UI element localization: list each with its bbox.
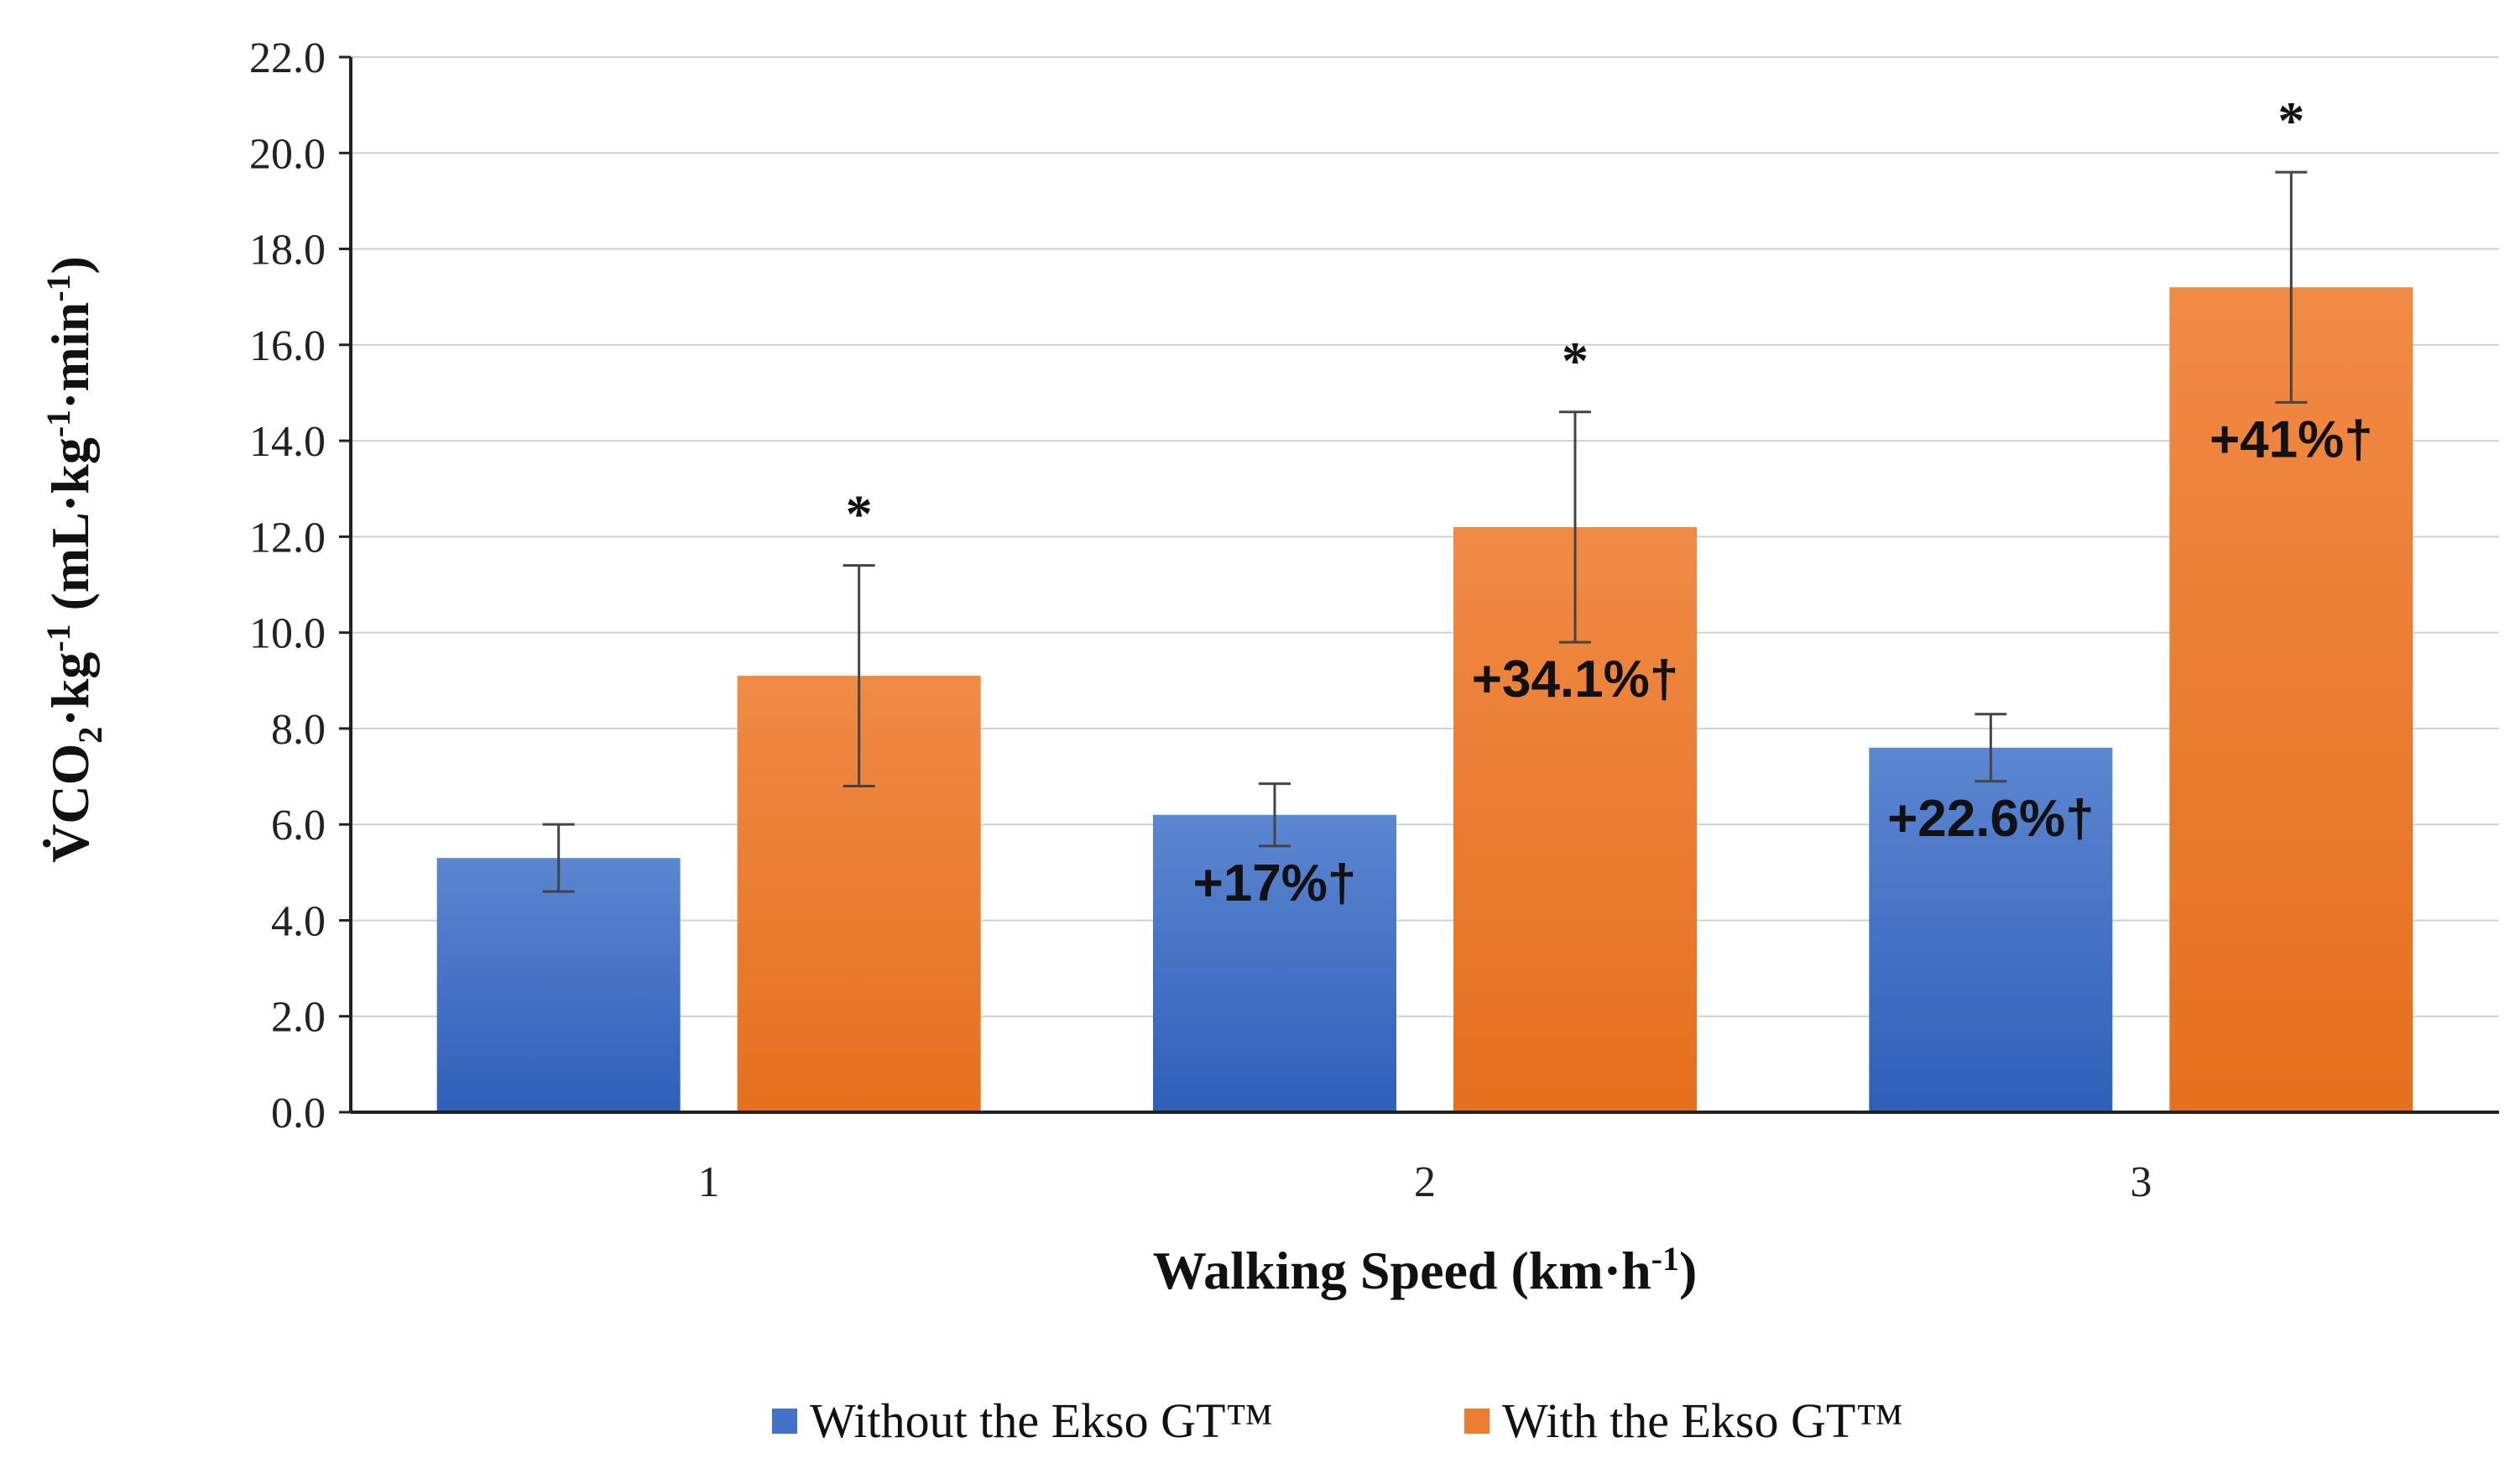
percent-label: +41%† bbox=[2210, 410, 2373, 468]
x-tick-label: 3 bbox=[2130, 1158, 2152, 1206]
percent-label: +22.6%† bbox=[1887, 790, 2095, 848]
bar bbox=[1869, 747, 2113, 1112]
y-tick-label: 4.0 bbox=[271, 897, 326, 945]
y-tick-label: 8.0 bbox=[271, 706, 326, 754]
significance-star: * bbox=[1562, 331, 1589, 390]
y-tick-label: 18.0 bbox=[249, 227, 326, 274]
y-tick-label: 14.0 bbox=[249, 418, 326, 466]
x-tick-label: 1 bbox=[698, 1158, 720, 1206]
y-tick-label: 20.0 bbox=[249, 130, 326, 178]
x-axis-title: Walking Speed (km·h-1) bbox=[1153, 1240, 1698, 1300]
x-tick-label: 2 bbox=[1414, 1158, 1436, 1206]
gridlines bbox=[351, 56, 2499, 1017]
data-labels: * +17%† * +34.1%† +22.6%† * +41%† bbox=[542, 91, 2373, 912]
y-tick-label: 2.0 bbox=[271, 994, 326, 1042]
legend-swatch-without bbox=[772, 1409, 797, 1434]
bar bbox=[1153, 814, 1396, 1112]
significance-star: * bbox=[846, 484, 873, 544]
y-tick-label: 12.0 bbox=[249, 514, 326, 562]
y-tick-label: 10.0 bbox=[249, 610, 326, 658]
y-tick-label: 22.0 bbox=[249, 34, 326, 82]
y-tick-label: 6.0 bbox=[271, 802, 326, 849]
percent-label: +17%† bbox=[1193, 855, 1357, 912]
significance-star: * bbox=[2277, 91, 2304, 150]
bars bbox=[436, 287, 2413, 1113]
y-axis-title: V̇CO2·kg-1 (mL·kg-1·min-1) bbox=[39, 256, 109, 863]
axes: 0.0 2.0 4.0 6.0 8.0 10.0 12.0 14.0 16.0 18.0 20.0 2… bbox=[249, 34, 2499, 1206]
y-tick-label: 0.0 bbox=[271, 1090, 326, 1137]
bar bbox=[436, 858, 681, 1112]
bar bbox=[2169, 287, 2413, 1113]
legend-label-with: With the Ekso GT™ bbox=[1502, 1393, 1903, 1448]
percent-label: +34.1%† bbox=[1472, 651, 1679, 708]
legend: Without the Ekso GT™ With the Ekso GT™ bbox=[772, 1393, 1903, 1448]
y-tick-label: 16.0 bbox=[249, 322, 326, 370]
legend-swatch-with bbox=[1464, 1409, 1490, 1434]
legend-label-without: Without the Ekso GT™ bbox=[810, 1393, 1273, 1448]
